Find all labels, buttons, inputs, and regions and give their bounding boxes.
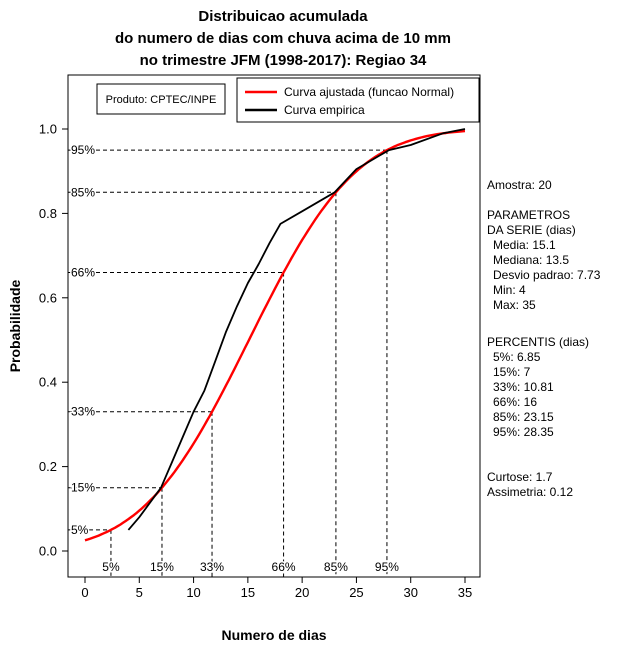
x-tick-label-30: 30 — [403, 585, 417, 600]
pct-bottom-label-95%: 95% — [375, 560, 399, 574]
shape-stats: Curtose: 1.7 Assimetria: 0.12 — [487, 470, 639, 500]
y-tick-label-1: 1.0 — [39, 122, 57, 137]
x-tick-label-0: 0 — [81, 585, 88, 600]
pct-left-label-85%: 85% — [71, 185, 95, 199]
percentiles-header: PERCENTIS (dias) — [487, 335, 590, 349]
stat-min: Min: 4 — [493, 283, 526, 297]
stat-media: Media: 15.1 — [493, 238, 556, 252]
x-tick-label-5: 5 — [136, 585, 143, 600]
empirical-curve — [127, 128, 466, 531]
x-axis-title: Numero de dias — [221, 627, 326, 643]
percentile-33: 33%: 10.81 — [493, 380, 554, 394]
legend-label-empirical-curve: Curva empirica — [284, 103, 365, 117]
pct-bottom-label-33%: 33% — [200, 560, 224, 574]
y-tick-label-0.8: 0.8 — [39, 206, 57, 221]
percentile-5: 5%: 6.85 — [493, 350, 541, 364]
series-parameters: PARAMETROS DA SERIE (dias) Media: 15.1 M… — [487, 208, 639, 313]
y-axis-title: Probabilidade — [7, 280, 23, 373]
plot-border — [67, 74, 481, 578]
product-box — [96, 83, 226, 115]
pct-left-label-5%: 5% — [71, 523, 89, 537]
x-tick-label-10: 10 — [186, 585, 200, 600]
legend-label-fitted-curve: Curva ajustada (funcao Normal) — [284, 85, 454, 99]
y-tick-label-0.4: 0.4 — [39, 375, 57, 390]
parameters-header-1: PARAMETROS — [487, 208, 571, 222]
pct-left-label-66%: 66% — [71, 265, 95, 279]
plot-render-layer: 0 5 10 15 20 25 30 35 0.0 0.2 0.4 0.6 0.8 1.0 5% 5% 15% 1… — [39, 122, 472, 601]
y-tick-label-0: 0.0 — [39, 544, 57, 559]
stats-panel: Amostra: 20 PARAMETROS DA SERIE (dias) M… — [487, 178, 639, 500]
stat-assimetria: Assimetria: 0.12 — [487, 485, 574, 499]
y-tick-label-0.2: 0.2 — [39, 459, 57, 474]
pct-bottom-label-66%: 66% — [272, 560, 296, 574]
chart-title-line-2: do numero de dias com chuva acima de 10 … — [115, 30, 451, 47]
chart-title-line-1: Distribuicao acumulada — [198, 8, 368, 25]
pct-bottom-label-85%: 85% — [324, 560, 348, 574]
percentiles: PERCENTIS (dias) 5%: 6.85 15%: 7 33%: 10… — [487, 335, 639, 440]
x-tick-label-15: 15 — [241, 585, 255, 600]
parameters-header-2: DA SERIE (dias) — [487, 223, 576, 237]
stat-curtose: Curtose: 1.7 — [487, 470, 553, 484]
percentile-85: 85%: 23.15 — [493, 410, 554, 424]
pct-left-label-15%: 15% — [71, 481, 95, 495]
fitted-normal-curve — [84, 129, 466, 542]
chart-title: Distribuicao acumulada do numero de dias… — [0, 6, 566, 72]
legend-box — [236, 77, 480, 123]
x-tick-label-20: 20 — [295, 585, 309, 600]
pct-bottom-label-15%: 15% — [150, 560, 174, 574]
stat-max: Max: 35 — [493, 298, 536, 312]
x-tick-label-25: 25 — [349, 585, 363, 600]
sample-size: Amostra: 20 — [487, 178, 552, 192]
percentile-15: 15%: 7 — [493, 365, 531, 379]
stat-desvio-padrao: Desvio padrao: 7.73 — [493, 268, 601, 282]
percentile-95: 95%: 28.35 — [493, 425, 554, 439]
x-tick-label-35: 35 — [458, 585, 472, 600]
product-label: Produto: CPTEC/INPE — [106, 94, 217, 106]
pct-left-label-33%: 33% — [71, 405, 95, 419]
chart-title-line-3: no trimestre JFM (1998-2017): Regiao 34 — [139, 52, 427, 69]
pct-left-label-95%: 95% — [71, 143, 95, 157]
stat-mediana: Mediana: 13.5 — [493, 253, 570, 267]
pct-bottom-label-5%: 5% — [102, 560, 120, 574]
y-tick-label-0.6: 0.6 — [39, 290, 57, 305]
percentile-66: 66%: 16 — [493, 395, 538, 409]
